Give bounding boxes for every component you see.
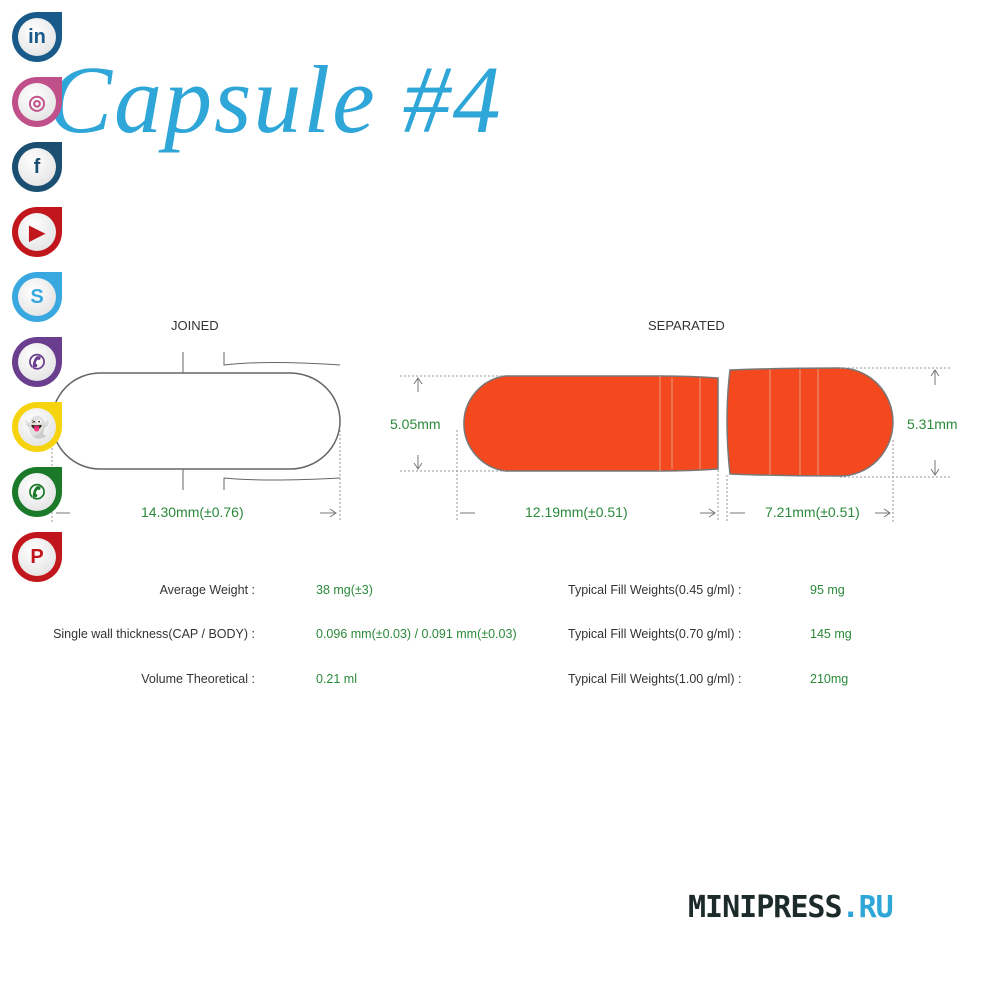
linkedin-icon: in: [18, 18, 56, 56]
joined-capsule: [51, 352, 341, 490]
spec-label: Typical Fill Weights(0.45 g/ml) :: [568, 583, 742, 597]
minipress-logo: MINIPRESS.RU: [688, 890, 894, 925]
social-instagram-button[interactable]: ◎: [12, 77, 66, 131]
spec-label: Volume Theoretical :: [141, 672, 255, 686]
spec-label: Average Weight :: [159, 583, 255, 597]
social-links: in ◎ f ▶ S ✆ 👻 ✆ P: [12, 12, 66, 597]
dimension-lines: [400, 367, 950, 522]
joined-length: 14.30mm(±0.76): [141, 504, 244, 520]
separated-body: [463, 375, 719, 472]
snapchat-icon: 👻: [18, 408, 56, 446]
body-length: 12.19mm(±0.51): [525, 504, 628, 520]
separated-cap: [726, 367, 894, 477]
spec-value: 95 mg: [810, 583, 845, 597]
social-whatsapp-button[interactable]: ✆: [12, 467, 66, 521]
skype-icon: S: [18, 278, 56, 316]
social-skype-button[interactable]: S: [12, 272, 66, 326]
social-youtube-button[interactable]: ▶: [12, 207, 66, 261]
youtube-icon: ▶: [18, 213, 56, 251]
cap-diameter: 5.31mm: [907, 416, 958, 432]
social-pinterest-button[interactable]: P: [12, 532, 66, 586]
social-viber-button[interactable]: ✆: [12, 337, 66, 391]
pinterest-icon: P: [18, 538, 56, 576]
social-linkedin-button[interactable]: in: [12, 12, 66, 66]
spec-value: 210mg: [810, 672, 849, 686]
viber-icon: ✆: [18, 343, 56, 381]
instagram-icon: ◎: [18, 83, 56, 121]
spec-label: Typical Fill Weights(1.00 g/ml) :: [568, 672, 742, 686]
body-diameter: 5.05mm: [390, 416, 441, 432]
spec-value: 0.21 ml: [316, 672, 357, 686]
separated-label: SEPARATED: [648, 318, 725, 333]
cap-length: 7.21mm(±0.51): [765, 504, 860, 520]
social-facebook-button[interactable]: f: [12, 142, 66, 196]
whatsapp-icon: ✆: [18, 473, 56, 511]
social-snapchat-button[interactable]: 👻: [12, 402, 66, 456]
spec-value: 145 mg: [810, 627, 852, 641]
facebook-icon: f: [18, 148, 56, 186]
spec-value: 38 mg(±3): [316, 583, 373, 597]
page-title: Capsule #4: [48, 46, 503, 153]
spec-label: Single wall thickness(CAP / BODY) :: [53, 627, 255, 641]
spec-label: Typical Fill Weights(0.70 g/ml) :: [568, 627, 742, 641]
spec-value: 0.096 mm(±0.03) / 0.091 mm(±0.03): [316, 627, 517, 641]
joined-label: JOINED: [171, 318, 219, 333]
